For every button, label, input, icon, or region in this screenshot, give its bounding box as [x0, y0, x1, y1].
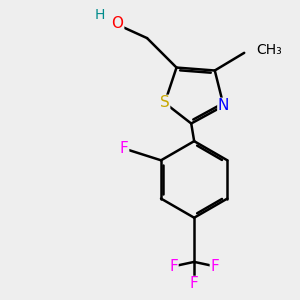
Text: O: O: [112, 16, 124, 31]
Text: F: F: [169, 259, 178, 274]
Text: H: H: [95, 8, 105, 22]
Text: S: S: [160, 95, 169, 110]
Text: F: F: [120, 141, 129, 156]
Text: F: F: [190, 277, 199, 292]
Text: F: F: [210, 259, 219, 274]
Text: CH₃: CH₃: [256, 43, 282, 57]
Text: N: N: [218, 98, 229, 113]
